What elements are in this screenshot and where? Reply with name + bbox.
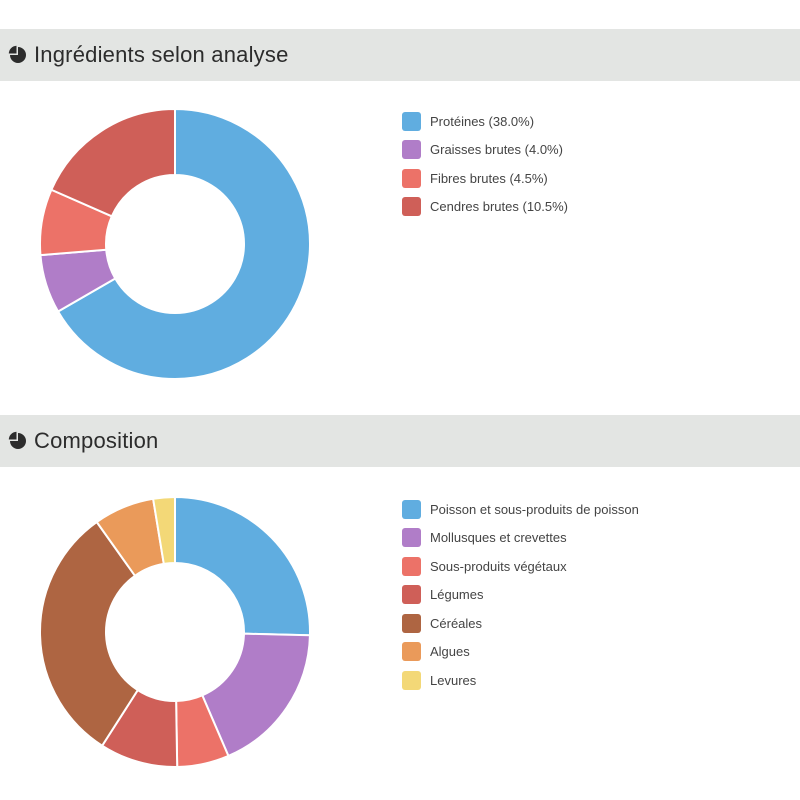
legend-swatch (402, 613, 421, 633)
legend-label: Céréales (430, 615, 483, 631)
analysis-legend: Protéines (38.0%) Graisses brutes (4.0%)… (402, 107, 568, 221)
section-header-composition: Composition (0, 415, 800, 467)
legend-item[interactable]: Levures (402, 666, 639, 695)
legend-label: Algues (430, 644, 470, 660)
donut-slice[interactable] (39, 520, 140, 748)
legend-item[interactable]: Algues (402, 638, 639, 667)
legend-item[interactable]: Légumes (402, 581, 639, 610)
legend-swatch (402, 168, 421, 188)
donut-slice[interactable] (151, 495, 176, 566)
legend-item[interactable]: Cendres brutes (10.5%) (402, 193, 568, 222)
legend-swatch (402, 140, 421, 160)
legend-label: Fibres brutes (4.5%) (430, 170, 548, 186)
legend-item[interactable]: Céréales (402, 609, 639, 638)
legend-label: Sous-produits végétaux (430, 558, 567, 574)
legend-item[interactable]: Graisses brutes (4.0%) (402, 136, 568, 165)
analysis-donut-chart (39, 107, 311, 380)
legend-swatch (402, 499, 421, 519)
legend-label: Légumes (430, 587, 484, 603)
section-title: Ingrédients selon analyse (34, 42, 289, 67)
legend-swatch (402, 642, 421, 662)
legend-item[interactable]: Poisson et sous-produits de poisson (402, 495, 639, 524)
legend-label: Protéines (38.0%) (430, 113, 535, 129)
section-header-analysis: Ingrédients selon analyse (0, 29, 800, 81)
legend-item[interactable]: Fibres brutes (4.5%) (402, 164, 568, 193)
donut-slice[interactable] (50, 107, 176, 218)
donut-slice[interactable] (174, 495, 311, 637)
legend-label: Mollusques et crevettes (430, 530, 567, 546)
pie-chart-icon (8, 45, 26, 63)
legend-swatch (402, 585, 421, 605)
composition-donut-chart (39, 495, 311, 768)
legend-swatch (402, 111, 421, 131)
legend-label: Graisses brutes (4.0%) (430, 142, 563, 158)
composition-legend: Poisson et sous-produits de poisson Moll… (402, 495, 639, 695)
legend-swatch (402, 197, 421, 217)
pie-chart-icon (8, 431, 26, 449)
legend-label: Poisson et sous-produits de poisson (430, 501, 639, 517)
legend-item[interactable]: Mollusques et crevettes (402, 524, 639, 553)
legend-swatch (402, 556, 421, 576)
donut-slice[interactable] (56, 107, 311, 380)
legend-item[interactable]: Protéines (38.0%) (402, 107, 568, 136)
section-title: Composition (34, 428, 159, 453)
legend-item[interactable]: Sous-produits végétaux (402, 552, 639, 581)
legend-swatch (402, 670, 421, 690)
legend-label: Cendres brutes (10.5%) (430, 199, 569, 215)
legend-label: Levures (430, 672, 477, 688)
legend-swatch (402, 528, 421, 548)
